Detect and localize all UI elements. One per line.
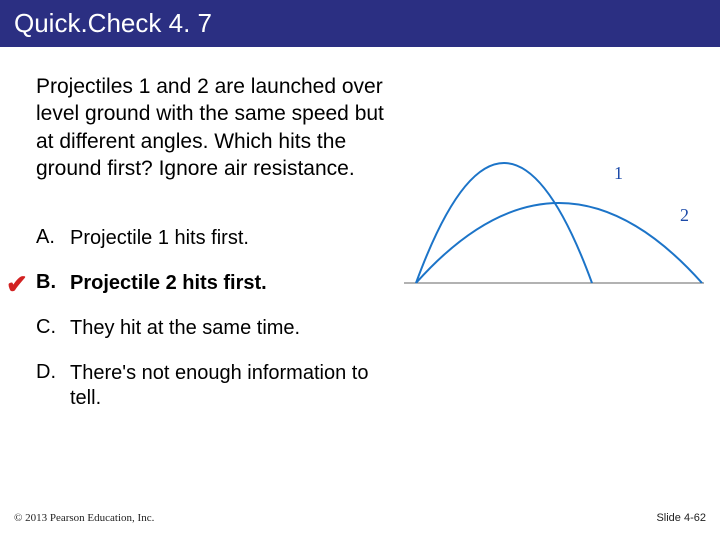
option-letter: D. xyxy=(36,361,70,384)
content-area: Projectiles 1 and 2 are launched over le… xyxy=(0,47,720,540)
checkmark-icon: ✔ xyxy=(6,269,28,300)
option-letter: A. xyxy=(36,226,70,249)
option-row-c: C.They hit at the same time. xyxy=(36,316,684,341)
footer: © 2013 Pearson Education, Inc. Slide 4-6… xyxy=(14,512,706,524)
question-text: Projectiles 1 and 2 are launched over le… xyxy=(36,73,406,182)
option-row-d: D.There's not enough information to tell… xyxy=(36,361,684,411)
trajectories-svg: 12 xyxy=(404,113,704,293)
option-text: Projectile 1 hits first. xyxy=(70,226,249,251)
trajectory-label-1: 1 xyxy=(614,163,623,183)
slide-title: Quick.Check 4. 7 xyxy=(14,8,212,38)
slide: Quick.Check 4. 7 Projectiles 1 and 2 are… xyxy=(0,0,720,540)
option-letter: B. xyxy=(36,271,70,294)
trajectory-1 xyxy=(416,163,592,283)
title-bar: Quick.Check 4. 7 xyxy=(0,0,720,47)
option-row-b: ✔B.Projectile 2 hits first. xyxy=(36,271,684,296)
slide-number: Slide 4-62 xyxy=(656,512,706,524)
option-text: There's not enough information to tell. xyxy=(70,361,370,411)
option-text: Projectile 2 hits first. xyxy=(70,271,267,296)
trajectory-label-2: 2 xyxy=(680,205,689,225)
copyright-text: © 2013 Pearson Education, Inc. xyxy=(14,512,154,524)
trajectories-diagram: 12 xyxy=(404,113,704,293)
option-row-a: A.Projectile 1 hits first. xyxy=(36,226,684,251)
option-letter: C. xyxy=(36,316,70,339)
option-text: They hit at the same time. xyxy=(70,316,300,341)
